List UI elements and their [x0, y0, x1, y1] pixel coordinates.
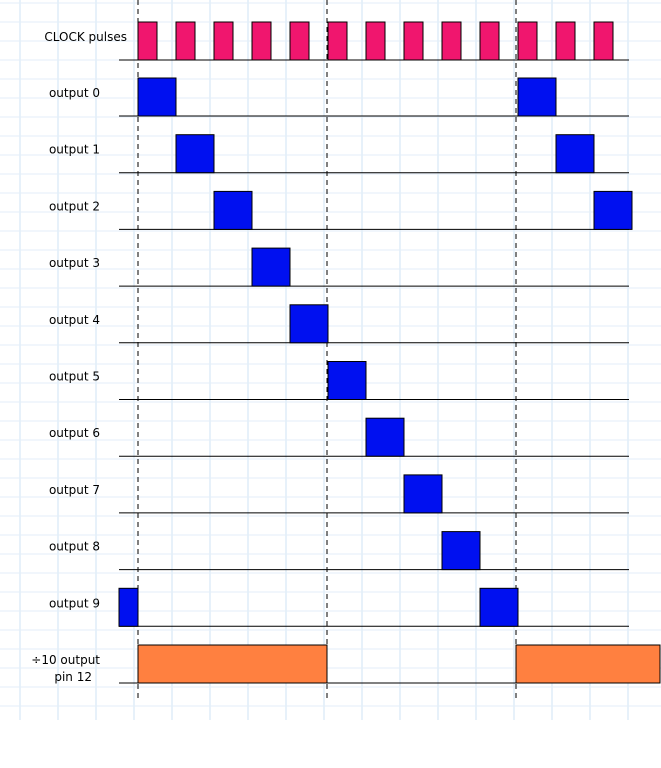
clock-pulse	[251, 21, 272, 61]
output-pulse	[289, 304, 329, 344]
row-label: output 0	[49, 86, 100, 100]
output-pulse	[118, 587, 139, 627]
clock-pulse	[365, 21, 386, 61]
clock-pulse	[175, 21, 196, 61]
clock-pulse	[593, 21, 614, 61]
clock-pulse	[441, 21, 462, 61]
clock-pulse	[213, 21, 234, 61]
row-label: output 5	[49, 370, 100, 384]
clock-pulse	[479, 21, 500, 61]
row-label: output 6	[49, 426, 100, 440]
output-pulse	[175, 134, 215, 174]
row-label: output 2	[49, 199, 100, 213]
row-label: output 4	[49, 313, 100, 327]
row-label: ÷10 output	[31, 653, 100, 667]
clock-pulse	[327, 21, 348, 61]
row-label: output 3	[49, 256, 100, 270]
clock-pulse	[555, 21, 576, 61]
output-pulse	[555, 134, 595, 174]
row-label: output 8	[49, 540, 100, 554]
output-pulse	[479, 587, 519, 627]
row-label: CLOCK pulses	[44, 30, 127, 44]
output-pulse	[593, 190, 633, 230]
output-pulse	[517, 77, 557, 117]
clock-pulse	[403, 21, 424, 61]
clock-pulse	[137, 21, 158, 61]
row-label: output 9	[49, 596, 100, 610]
row-label: output 7	[49, 483, 100, 497]
row-label: output 1	[49, 143, 100, 157]
output-pulse	[137, 77, 177, 117]
divide-pulse	[137, 644, 328, 684]
row-label: pin 12	[54, 670, 92, 684]
output-pulse	[365, 417, 405, 457]
output-pulse	[213, 190, 253, 230]
output-pulse	[327, 361, 367, 400]
output-pulse	[441, 531, 481, 571]
divide-pulse	[515, 644, 661, 684]
output-pulse	[251, 247, 291, 287]
clock-pulse	[289, 21, 310, 61]
clock-pulse	[517, 21, 538, 61]
output-pulse	[403, 474, 443, 514]
